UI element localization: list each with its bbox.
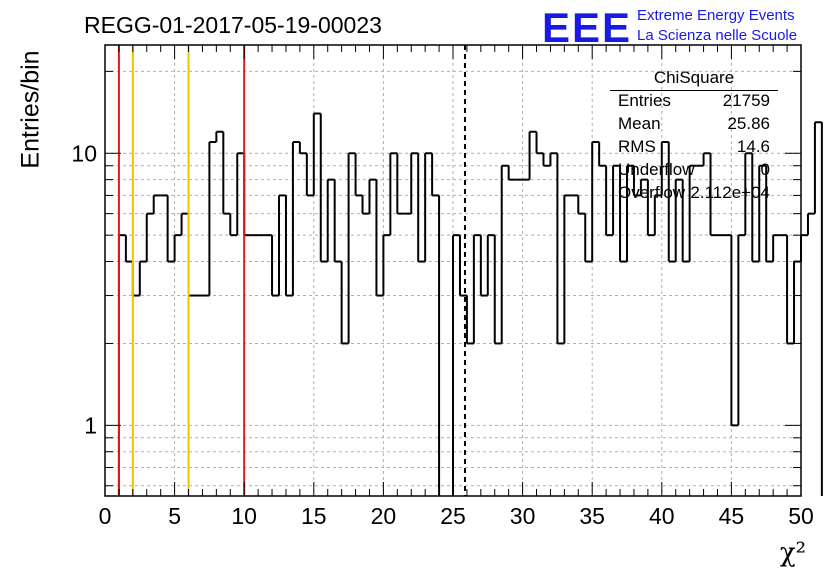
x-tick-label: 45 [719, 503, 745, 529]
brand-line-2: La Scienza nelle Scuole [637, 27, 798, 44]
stats-value: 0 [760, 160, 770, 179]
x-axis-label: χ² [779, 538, 806, 568]
axes: 0 5 10 15 20 25 30 35 40 45 50 1 10 [71, 45, 814, 529]
reference-lines [117, 45, 466, 496]
x-tick-label: 25 [440, 503, 466, 529]
stats-key: Entries [618, 91, 671, 110]
stats-key: RMS [618, 137, 656, 156]
stats-row-entries: Entries 21759 [610, 91, 778, 114]
x-tick-label: 10 [231, 503, 257, 529]
stats-row-overflow: Overflow 2.112e+04 [610, 183, 778, 206]
x-tick-label: 15 [301, 503, 327, 529]
stats-value: 25.86 [727, 114, 770, 133]
x-tick-label: 35 [579, 503, 605, 529]
stats-row-rms: RMS 14.6 [610, 137, 778, 160]
stats-row-mean: Mean 25.86 [610, 114, 778, 137]
x-tick-label: 30 [510, 503, 536, 529]
stats-value: 2.112e+04 [690, 183, 770, 202]
eee-logo: EEE [542, 4, 633, 51]
y-axis-label: Entries/bin [16, 50, 45, 169]
stats-value: 14.6 [736, 137, 770, 156]
x-tick-label: 20 [371, 503, 397, 529]
y-tick-label: 10 [71, 140, 97, 166]
stats-value: 21759 [722, 91, 770, 110]
y-tick-label: 1 [84, 412, 97, 438]
x-tick-label: 40 [649, 503, 675, 529]
x-tick-label: 50 [788, 503, 814, 529]
brand-line-1: Extreme Energy Events [637, 7, 795, 24]
x-tick-label: 5 [168, 503, 181, 529]
chart-title: REGG-01-2017-05-19-00023 [84, 12, 382, 38]
stats-box: ChiSquare Entries 21759 Mean 25.86 RMS 1… [610, 68, 778, 202]
stats-key: Mean [618, 114, 661, 133]
stats-row-underflow: Underflow 0 [610, 160, 778, 183]
stats-key: Underflow [618, 160, 695, 179]
x-tick-label: 0 [99, 503, 112, 529]
stats-key: Overflow [618, 183, 686, 202]
stats-title: ChiSquare [610, 68, 778, 91]
